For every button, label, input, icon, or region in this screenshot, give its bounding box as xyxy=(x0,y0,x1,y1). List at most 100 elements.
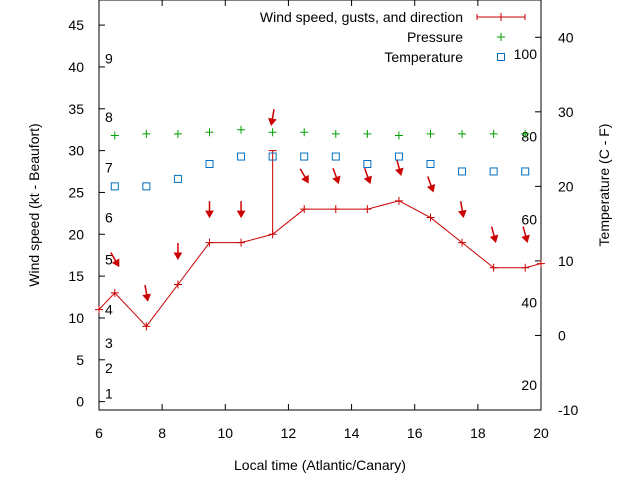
y-tick-label: 10 xyxy=(68,310,84,326)
wind-speed-point xyxy=(110,288,119,297)
wind-arrow-head xyxy=(489,234,499,243)
y2-tick-label: 40 xyxy=(558,29,574,45)
y-tick-label: 25 xyxy=(68,184,84,200)
wind-speed-point xyxy=(521,263,530,272)
wind-arrow-head xyxy=(395,167,404,177)
temperature-point xyxy=(173,174,182,183)
wind-speed-point xyxy=(237,238,246,247)
x-tick-label: 18 xyxy=(470,425,486,441)
wind-direction-arrow xyxy=(426,176,436,193)
wind-speed-point xyxy=(300,205,309,214)
legend-label: Pressure xyxy=(407,29,463,45)
pressure-point xyxy=(521,129,530,138)
wind-speed-point xyxy=(142,322,151,331)
y2-axis-title: Temperature (C - F) xyxy=(596,124,612,247)
y-tick-label: 5 xyxy=(76,352,84,368)
wind-arrow-head xyxy=(426,183,436,193)
pressure-point xyxy=(363,129,372,138)
plot-frame-group xyxy=(98,0,542,411)
temperature-point xyxy=(205,160,214,168)
pressure-point xyxy=(173,129,182,138)
wind-arrow-head xyxy=(142,293,151,302)
temperature-point xyxy=(394,152,403,161)
beaufort-label: 9 xyxy=(105,51,113,67)
y-tick-label: 35 xyxy=(68,101,84,117)
y2-tick-label: 10 xyxy=(558,253,574,269)
wind-arrow-head xyxy=(236,210,246,219)
wind-direction-arrow xyxy=(236,201,246,219)
y-tick-label: 30 xyxy=(68,143,84,159)
temperature-point xyxy=(142,182,151,191)
legend-wind-marker xyxy=(497,13,505,21)
wind-direction-arrow xyxy=(489,226,499,243)
y2-tick-label: 30 xyxy=(558,104,574,120)
wind-speed-line xyxy=(98,200,542,328)
wind-direction-arrow xyxy=(142,284,151,302)
wind-direction-arrow xyxy=(395,159,404,177)
x-tick-label: 20 xyxy=(533,425,549,441)
wind-arrow-head xyxy=(301,174,309,184)
wind-arrow-head xyxy=(521,234,530,243)
pressure-point xyxy=(268,128,277,137)
pressure-point xyxy=(110,131,119,140)
wind-direction-arrow xyxy=(332,167,341,185)
x-axis-title: Local time (Atlantic/Canary) xyxy=(234,457,406,473)
fahrenheit-label: 60 xyxy=(521,211,537,227)
legend-temperature-marker xyxy=(497,53,505,61)
beaufort-label: 5 xyxy=(105,251,113,267)
wind-speed-point xyxy=(394,196,403,205)
wind-direction-arrow xyxy=(363,167,372,185)
legend-label: Wind speed, gusts, and direction xyxy=(260,9,463,25)
temperature-point xyxy=(110,182,119,191)
wind-direction-arrow xyxy=(268,109,277,126)
wind-speed-point xyxy=(205,238,214,247)
wind-direction-arrow xyxy=(205,201,214,219)
pressure-point xyxy=(458,129,467,138)
x-tick-label: 6 xyxy=(95,425,103,441)
x-tick-label: 12 xyxy=(281,425,297,441)
y-tick-label: 20 xyxy=(68,226,84,242)
wind-arrow-head xyxy=(111,258,120,268)
temperature-point xyxy=(363,160,372,168)
temperature-point xyxy=(331,152,340,161)
pressure-point xyxy=(237,125,246,134)
wind-direction-arrow xyxy=(299,168,309,184)
wind-speed-point xyxy=(363,205,372,214)
legend-pressure-marker xyxy=(497,33,505,41)
beaufort-label: 8 xyxy=(105,109,113,125)
x-tick-label: 10 xyxy=(217,425,233,441)
x-tick-label: 8 xyxy=(158,425,166,441)
fahrenheit-label: 100 xyxy=(514,46,538,62)
fahrenheit-label: 80 xyxy=(521,129,537,145)
temperature-point xyxy=(489,167,498,176)
temperature-point xyxy=(300,152,309,161)
x-tick-label: 16 xyxy=(407,425,423,441)
y2-tick-label: 20 xyxy=(558,178,574,194)
wind-arrow-head xyxy=(458,209,467,219)
wind-arrow-head xyxy=(205,210,214,219)
wind-speed-point xyxy=(173,280,182,289)
wind-direction-arrow xyxy=(173,243,183,261)
legend-label: Temperature xyxy=(384,49,463,65)
wind-speed-point xyxy=(537,259,545,268)
pressure-point xyxy=(331,129,340,138)
wind-direction-arrow xyxy=(458,201,467,219)
temperature-point xyxy=(426,160,435,168)
wind-speed-point xyxy=(331,205,340,214)
beaufort-label: 6 xyxy=(105,210,113,226)
pressure-point xyxy=(142,129,151,138)
y2-tick-label: 0 xyxy=(558,327,566,343)
wind-arrow-head xyxy=(268,117,277,126)
y-tick-label: 15 xyxy=(68,268,84,284)
y-tick-label: 0 xyxy=(76,394,84,410)
wind-arrow-head xyxy=(173,252,183,261)
x-tick-label: 14 xyxy=(344,425,360,441)
pressure-point xyxy=(205,128,214,137)
fahrenheit-label: 20 xyxy=(521,377,537,393)
wind-speed-point xyxy=(95,305,103,314)
pressure-point xyxy=(489,129,498,138)
pressure-point xyxy=(300,128,309,137)
temperature-point xyxy=(458,167,467,176)
beaufort-label: 2 xyxy=(105,360,113,376)
